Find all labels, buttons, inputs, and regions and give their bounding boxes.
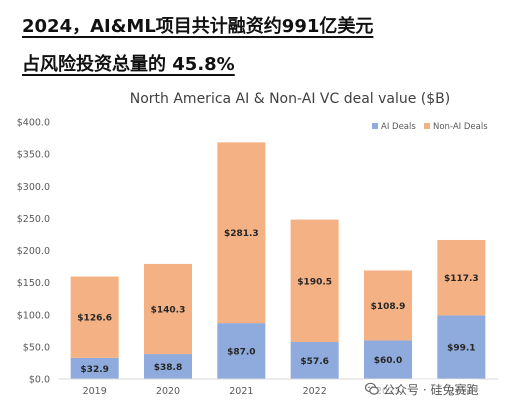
y-tick-label: $300.0 (17, 182, 50, 193)
bar-non-ai-deals (364, 270, 412, 341)
y-tick-label: $200.0 (17, 246, 50, 257)
y-tick-label: $250.0 (17, 214, 50, 225)
legend-swatch-ai-deals (372, 123, 378, 129)
chart-legend: AI Deals Non-AI Deals (372, 122, 488, 132)
bar-ai-deals (364, 340, 412, 379)
data-label-ai-deals: $57.6 (300, 357, 328, 367)
data-label-non-ai-deals: $190.5 (297, 277, 332, 287)
bar-ai-deals (290, 341, 339, 379)
data-label-non-ai-deals: $108.9 (371, 302, 406, 312)
watermark: 公众号 · 硅兔赛跑 (362, 379, 482, 399)
y-tick-label: $350.0 (17, 150, 50, 161)
data-label-non-ai-deals: $281.3 (224, 229, 259, 239)
legend-label-non-ai-deals: Non-AI Deals (433, 122, 488, 132)
data-label-non-ai-deals: $140.3 (151, 305, 186, 315)
bar-non-ai-deals (70, 276, 119, 358)
bar-non-ai-deals (144, 263, 192, 355)
chat-bubble-icon (365, 382, 379, 395)
y-tick-label: $0.0 (29, 375, 50, 386)
x-tick-label: 2019 (83, 386, 107, 397)
y-tick-label: $400.0 (17, 118, 50, 129)
bar-ai-deals (70, 357, 119, 379)
data-label-ai-deals: $99.1 (447, 344, 475, 354)
x-tick-label: 2020 (156, 386, 180, 397)
bars-group: $32.9 $126.6 $38.8 $140.3 $87.0 $281.3 $57.6 $1… (70, 142, 486, 379)
x-tick-label: 2022 (303, 386, 327, 397)
watermark-text: 公众号 · 硅兔赛跑 (383, 382, 479, 397)
data-label-non-ai-deals: $126.6 (77, 314, 112, 324)
y-tick-label: $150.0 (17, 278, 50, 289)
bar-non-ai-deals (437, 239, 486, 316)
y-tick-label: $50.0 (23, 342, 50, 353)
data-label-ai-deals: $38.8 (154, 363, 182, 373)
data-label-ai-deals: $32.9 (80, 365, 108, 375)
bar-ai-deals (144, 354, 192, 379)
bar-ai-deals (437, 315, 486, 379)
legend-swatch-non-ai-deals (424, 123, 430, 129)
data-label-ai-deals: $60.0 (374, 356, 402, 366)
bar-non-ai-deals (217, 142, 266, 324)
data-label-ai-deals: $87.0 (227, 348, 255, 358)
y-axis: $0.0 $50.0 $100.0 $150.0 $200.0 $250.0 $300.0 $… (17, 118, 50, 386)
legend-label-ai-deals: AI Deals (381, 122, 416, 132)
bar-non-ai-deals (290, 219, 339, 342)
chart-title: North America AI & Non-AI VC deal value … (130, 91, 451, 107)
data-label-non-ai-deals: $117.3 (444, 274, 479, 284)
y-tick-label: $100.0 (17, 310, 50, 321)
bar-ai-deals (217, 323, 266, 379)
headline-line-1: 2024，AI&ML项目共计融资约991亿美元 (22, 16, 374, 37)
headline-line-2: 占风险投资总量的 45.8% (22, 54, 235, 75)
x-tick-label: 2021 (229, 386, 253, 397)
